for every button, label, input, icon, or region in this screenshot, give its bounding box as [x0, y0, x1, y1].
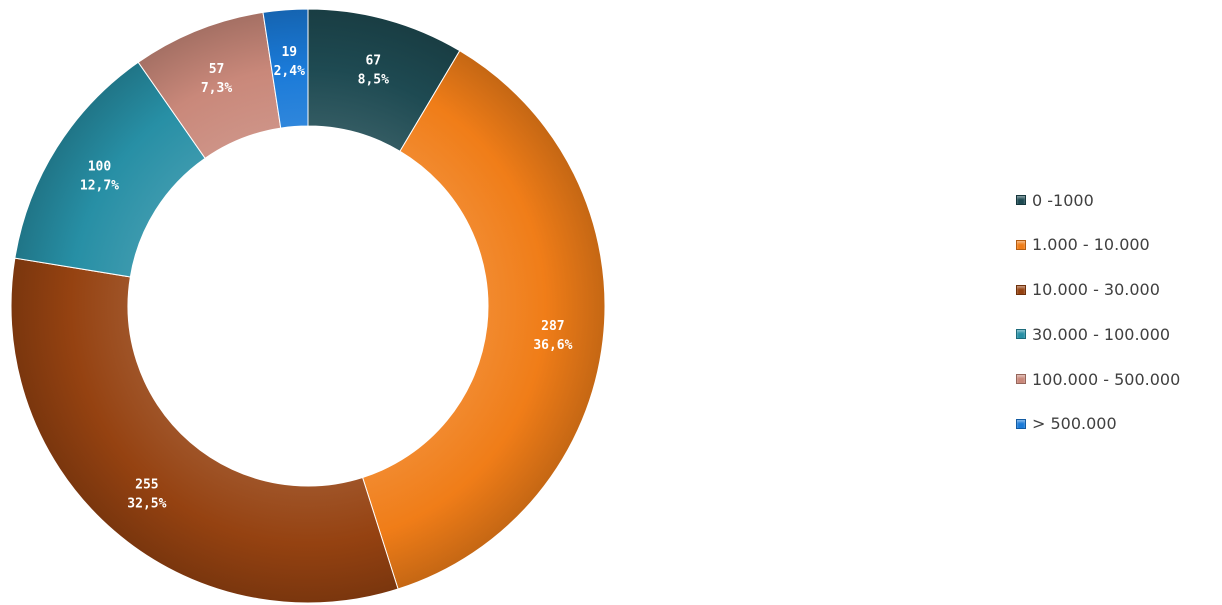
data-label-value: 67	[365, 53, 381, 68]
legend-item-30-000-100-000: 30.000 - 100.000	[1016, 323, 1180, 345]
data-label-value: 19	[281, 45, 297, 60]
legend-swatch	[1016, 284, 1026, 295]
data-label-percent: 2,4%	[274, 64, 305, 79]
legend-swatch	[1016, 239, 1026, 250]
legend-label: 100.000 - 500.000	[1032, 369, 1181, 389]
legend-item-10-000-30-000: 10.000 - 30.000	[1016, 279, 1180, 301]
donut-slices	[10, 8, 606, 604]
legend-label: > 500.000	[1032, 414, 1117, 434]
legend-label: 0 -1000	[1032, 190, 1094, 210]
data-label-100-000-500-000: 57 7,3%	[201, 62, 232, 96]
data-label-percent: 8,5%	[358, 72, 389, 87]
data-label-value: 100	[88, 160, 112, 175]
donut-slice-1-000-10-000	[361, 50, 606, 590]
legend-swatch	[1016, 374, 1026, 385]
data-label-value: 255	[135, 478, 158, 493]
donut-slice-10-000-30-000	[10, 257, 399, 604]
donut-slice-500-000	[262, 8, 309, 129]
data-label-1-000-10-000: 287 36,6%	[533, 319, 572, 353]
chart-legend: 0 -1000 1.000 - 10.000 10.000 - 30.000 30.0…	[1016, 189, 1180, 458]
data-label-500-000: 19 2,4%	[274, 45, 305, 79]
data-label-value: 57	[209, 62, 225, 77]
legend-item-0-1000: 0 -1000	[1016, 189, 1180, 211]
legend-item-500-000: > 500.000	[1016, 413, 1180, 435]
data-label-percent: 36,6%	[533, 338, 572, 353]
data-label-10-000-30-000: 255 32,5%	[127, 478, 166, 512]
donut-data-labels: 67 8,5% 287 36,6% 255 32,5% 100 12,7% 57 7,3% 19 2,…	[80, 45, 573, 511]
legend-swatch	[1016, 418, 1026, 429]
legend-swatch	[1016, 195, 1026, 205]
data-label-0-1000: 67 8,5%	[358, 53, 389, 87]
legend-label: 30.000 - 100.000	[1032, 324, 1171, 344]
data-label-percent: 32,5%	[127, 497, 166, 512]
data-label-percent: 12,7%	[80, 179, 119, 194]
legend-item-1-000-10-000: 1.000 - 10.000	[1016, 234, 1180, 256]
legend-item-100-000-500-000: 100.000 - 500.000	[1016, 368, 1180, 390]
legend-label: 10.000 - 30.000	[1032, 280, 1160, 300]
legend-swatch	[1016, 329, 1026, 340]
data-label-30-000-100-000: 100 12,7%	[80, 160, 119, 194]
legend-label: 1.000 - 10.000	[1032, 235, 1150, 255]
data-label-percent: 7,3%	[201, 81, 232, 96]
data-label-value: 287	[541, 319, 564, 334]
